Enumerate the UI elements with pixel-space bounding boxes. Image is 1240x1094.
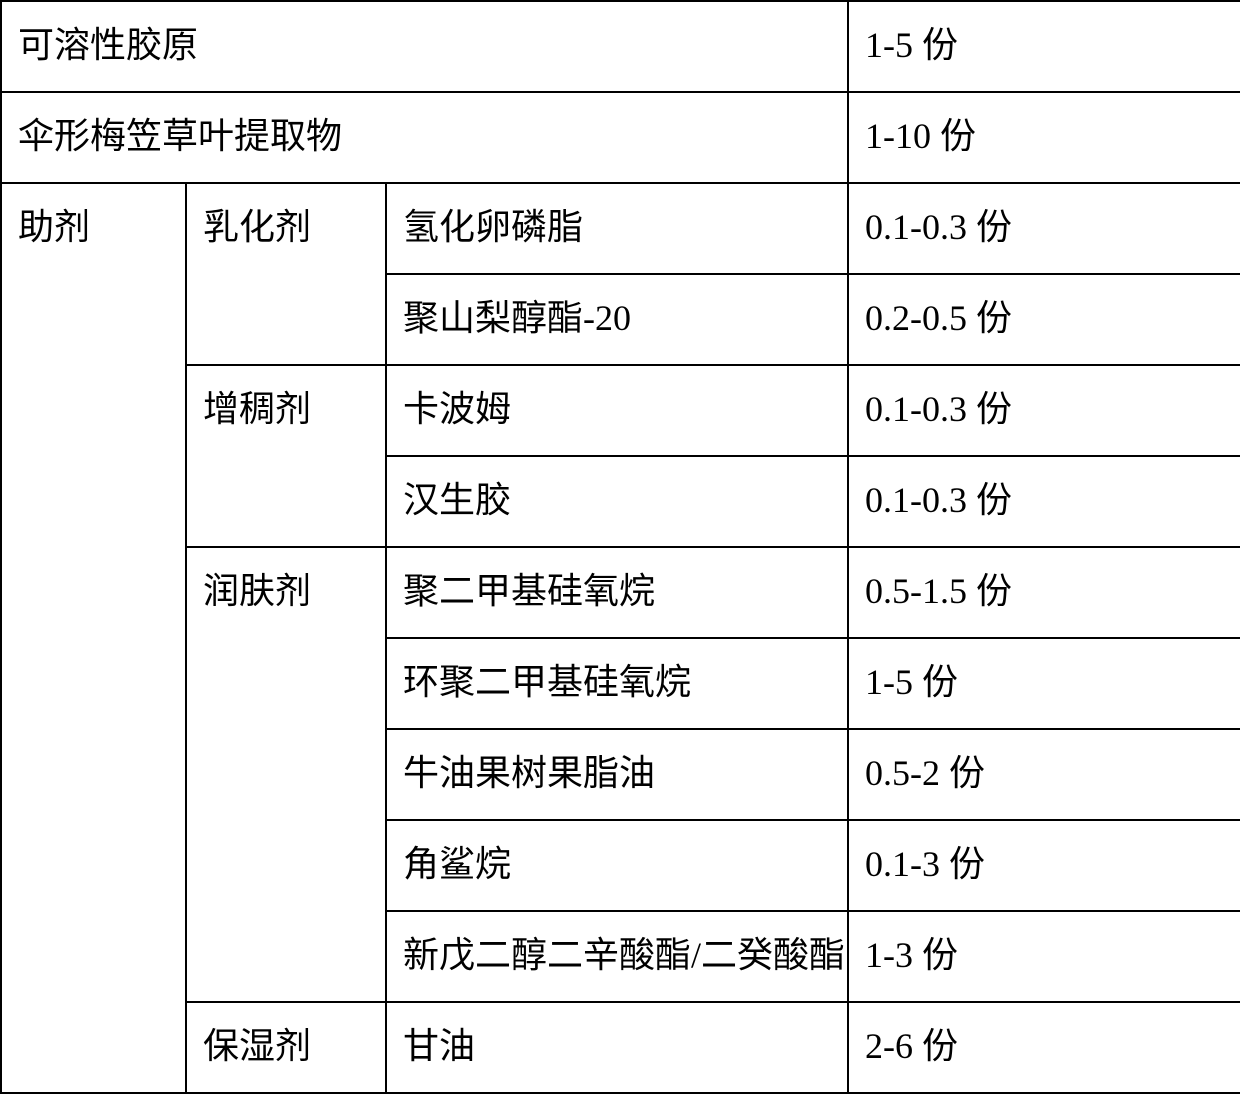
ingredient-name-cell: 聚山梨醇酯-20 — [386, 274, 848, 365]
subcategory-cell: 保湿剂 — [186, 1002, 386, 1093]
ingredient-name-cell: 角鲨烷 — [386, 820, 848, 911]
amount-cell: 0.1-3 份 — [848, 820, 1240, 911]
ingredient-name-cell: 牛油果树果脂油 — [386, 729, 848, 820]
amount-cell: 0.5-2 份 — [848, 729, 1240, 820]
ingredient-table: 可溶性胶原 1-5 份 伞形梅笠草叶提取物 1-10 份 助剂 乳化剂 氢化卵磷… — [0, 0, 1240, 1094]
table-row: 助剂 乳化剂 氢化卵磷脂 0.1-0.3 份 — [1, 183, 1240, 274]
subcategory-label: 增稠剂 — [203, 389, 311, 429]
table-row: 可溶性胶原 1-5 份 — [1, 1, 1240, 92]
table-row: 增稠剂 卡波姆 0.1-0.3 份 — [1, 365, 1240, 456]
table-row: 润肤剂 聚二甲基硅氧烷 0.5-1.5 份 — [1, 547, 1240, 638]
amount-cell: 1-5 份 — [848, 1, 1240, 92]
amount: 1-5 份 — [865, 662, 958, 702]
ingredient-name-cell: 可溶性胶原 — [1, 1, 848, 92]
amount: 0.5-2 份 — [865, 753, 985, 793]
ingredient-name: 角鲨烷 — [403, 844, 511, 884]
ingredient-name: 卡波姆 — [403, 389, 511, 429]
page: 可溶性胶原 1-5 份 伞形梅笠草叶提取物 1-10 份 助剂 乳化剂 氢化卵磷… — [0, 0, 1240, 1092]
amount-cell: 0.1-0.3 份 — [848, 365, 1240, 456]
ingredient-name: 聚山梨醇酯-20 — [403, 298, 631, 338]
subcategory-cell: 乳化剂 — [186, 183, 386, 365]
subcategory-cell: 润肤剂 — [186, 547, 386, 1002]
amount: 0.1-3 份 — [865, 844, 985, 884]
ingredient-name: 伞形梅笠草叶提取物 — [18, 116, 342, 156]
subcategory-label: 乳化剂 — [203, 207, 311, 247]
category-cell: 助剂 — [1, 183, 186, 1093]
ingredient-name: 氢化卵磷脂 — [403, 207, 583, 247]
amount: 1-5 份 — [865, 25, 958, 65]
subcategory-label: 润肤剂 — [203, 571, 311, 611]
ingredient-name-cell: 新戊二醇二辛酸酯/二癸酸酯 — [386, 911, 848, 1002]
ingredient-name-cell: 卡波姆 — [386, 365, 848, 456]
ingredient-name-cell: 伞形梅笠草叶提取物 — [1, 92, 848, 183]
amount: 0.1-0.3 份 — [865, 480, 1012, 520]
subcategory-cell: 增稠剂 — [186, 365, 386, 547]
amount-cell: 0.5-1.5 份 — [848, 547, 1240, 638]
ingredient-name: 新戊二醇二辛酸酯/二癸酸酯 — [403, 935, 845, 975]
amount-cell: 0.2-0.5 份 — [848, 274, 1240, 365]
amount-cell: 1-5 份 — [848, 638, 1240, 729]
amount: 0.1-0.3 份 — [865, 207, 1012, 247]
ingredient-name-cell: 甘油 — [386, 1002, 848, 1093]
amount-cell: 1-10 份 — [848, 92, 1240, 183]
ingredient-name: 聚二甲基硅氧烷 — [403, 571, 655, 611]
ingredient-name: 汉生胶 — [403, 480, 511, 520]
amount-cell: 0.1-0.3 份 — [848, 456, 1240, 547]
table-row: 伞形梅笠草叶提取物 1-10 份 — [1, 92, 1240, 183]
ingredient-name: 甘油 — [403, 1026, 475, 1066]
amount: 1-10 份 — [865, 116, 976, 156]
amount: 2-6 份 — [865, 1026, 958, 1066]
amount-cell: 2-6 份 — [848, 1002, 1240, 1093]
ingredient-name-cell: 汉生胶 — [386, 456, 848, 547]
amount: 1-3 份 — [865, 935, 958, 975]
amount: 0.2-0.5 份 — [865, 298, 1012, 338]
table-row: 保湿剂 甘油 2-6 份 — [1, 1002, 1240, 1093]
amount-cell: 0.1-0.3 份 — [848, 183, 1240, 274]
ingredient-name-cell: 环聚二甲基硅氧烷 — [386, 638, 848, 729]
amount-cell: 1-3 份 — [848, 911, 1240, 1002]
ingredient-name: 环聚二甲基硅氧烷 — [403, 662, 691, 702]
category-label: 助剂 — [18, 207, 90, 247]
amount: 0.1-0.3 份 — [865, 389, 1012, 429]
ingredient-name: 可溶性胶原 — [18, 25, 198, 65]
ingredient-name: 牛油果树果脂油 — [403, 753, 655, 793]
amount: 0.5-1.5 份 — [865, 571, 1012, 611]
subcategory-label: 保湿剂 — [203, 1026, 311, 1066]
ingredient-name-cell: 聚二甲基硅氧烷 — [386, 547, 848, 638]
ingredient-name-cell: 氢化卵磷脂 — [386, 183, 848, 274]
